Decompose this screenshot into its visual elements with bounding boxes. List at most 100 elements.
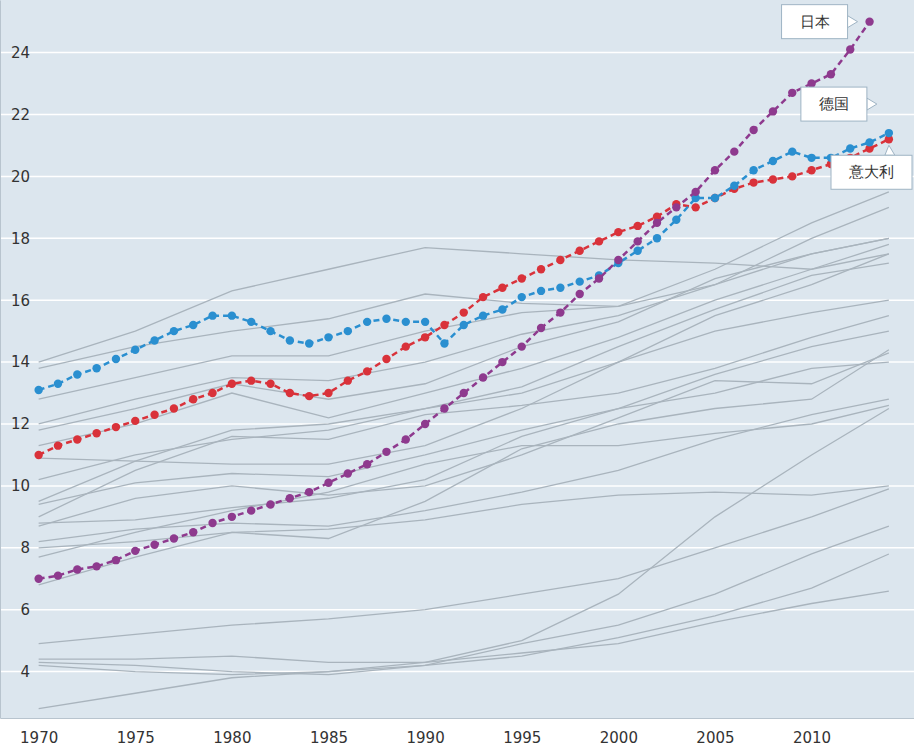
background-line <box>39 526 889 709</box>
marker <box>150 336 158 344</box>
marker <box>691 203 699 211</box>
marker <box>807 154 815 162</box>
label-pointer <box>867 98 877 110</box>
series-labels: 意大利 德国 日本 <box>782 5 912 190</box>
tick: 1970 <box>20 718 58 747</box>
marker <box>34 386 42 394</box>
background-line <box>39 405 889 557</box>
tick-label: 2005 <box>696 729 734 747</box>
marker <box>846 45 854 53</box>
marker <box>112 556 120 564</box>
marker <box>228 380 236 388</box>
marker <box>479 293 487 301</box>
marker <box>421 420 429 428</box>
plot-background <box>0 0 914 718</box>
tick: 8 <box>0 539 30 557</box>
tick: 2005 <box>696 718 734 747</box>
marker <box>711 166 719 174</box>
marker <box>150 540 158 548</box>
tick-label: 8 <box>20 539 30 557</box>
marker <box>150 411 158 419</box>
marker <box>460 321 468 329</box>
marker <box>189 395 197 403</box>
marker <box>382 355 390 363</box>
marker <box>324 389 332 397</box>
data-area <box>34 17 893 708</box>
marker <box>286 494 294 502</box>
marker <box>131 417 139 425</box>
marker <box>112 423 120 431</box>
marker <box>324 479 332 487</box>
marker <box>556 256 564 264</box>
marker <box>730 147 738 155</box>
label-pointer <box>885 145 895 155</box>
marker <box>92 429 100 437</box>
marker <box>556 308 564 316</box>
marker <box>92 364 100 372</box>
marker <box>54 380 62 388</box>
label-box <box>831 155 912 189</box>
tick: 1985 <box>310 718 348 747</box>
background-line <box>39 350 889 548</box>
marker <box>576 277 584 285</box>
marker <box>421 318 429 326</box>
series-label: 意大利 <box>831 145 912 189</box>
tick-label: 1980 <box>213 729 251 747</box>
marker <box>672 216 680 224</box>
marker <box>865 138 873 146</box>
tick: 1990 <box>407 718 445 747</box>
tick: 16 <box>0 291 30 309</box>
marker <box>769 107 777 115</box>
tick-label: 24 <box>11 44 30 62</box>
marker <box>421 333 429 341</box>
marker <box>402 435 410 443</box>
tick: 6 <box>0 601 30 619</box>
tick-label: 18 <box>11 230 30 248</box>
markers <box>34 17 873 582</box>
tick: 4 <box>0 663 30 681</box>
marker <box>247 318 255 326</box>
grid-line <box>0 299 914 301</box>
label-box <box>801 87 867 121</box>
marker <box>228 513 236 521</box>
series-line <box>39 133 889 390</box>
marker <box>266 327 274 335</box>
marker <box>440 321 448 329</box>
marker <box>440 404 448 412</box>
background-line <box>39 238 889 368</box>
tick-label: 22 <box>11 106 30 124</box>
background-line <box>39 591 889 675</box>
marker <box>382 315 390 323</box>
chart: 4681012141618202224197019751980198519901… <box>0 0 914 756</box>
marker <box>34 451 42 459</box>
marker <box>54 441 62 449</box>
marker <box>537 265 545 273</box>
tick: 1980 <box>213 718 251 747</box>
tick-label: 4 <box>20 663 30 681</box>
marker <box>208 389 216 397</box>
series-label-text: 德国 <box>819 95 849 113</box>
tick: 2010 <box>793 718 831 747</box>
marker <box>266 500 274 508</box>
marker <box>576 290 584 298</box>
page-background <box>0 0 914 756</box>
background-line <box>39 263 889 480</box>
marker <box>344 376 352 384</box>
background-line <box>39 554 889 675</box>
series-line <box>39 139 889 455</box>
marker <box>402 318 410 326</box>
background-line <box>39 238 889 430</box>
marker <box>769 157 777 165</box>
series-label-text: 日本 <box>800 13 830 31</box>
marker <box>228 311 236 319</box>
tick: 22 <box>0 106 30 124</box>
marker <box>479 311 487 319</box>
background-line <box>39 331 889 504</box>
grid-line <box>0 176 914 178</box>
grid-line <box>0 114 914 116</box>
marker <box>54 571 62 579</box>
marker <box>305 488 313 496</box>
marker <box>633 222 641 230</box>
marker <box>595 237 603 245</box>
background-line <box>39 192 889 399</box>
